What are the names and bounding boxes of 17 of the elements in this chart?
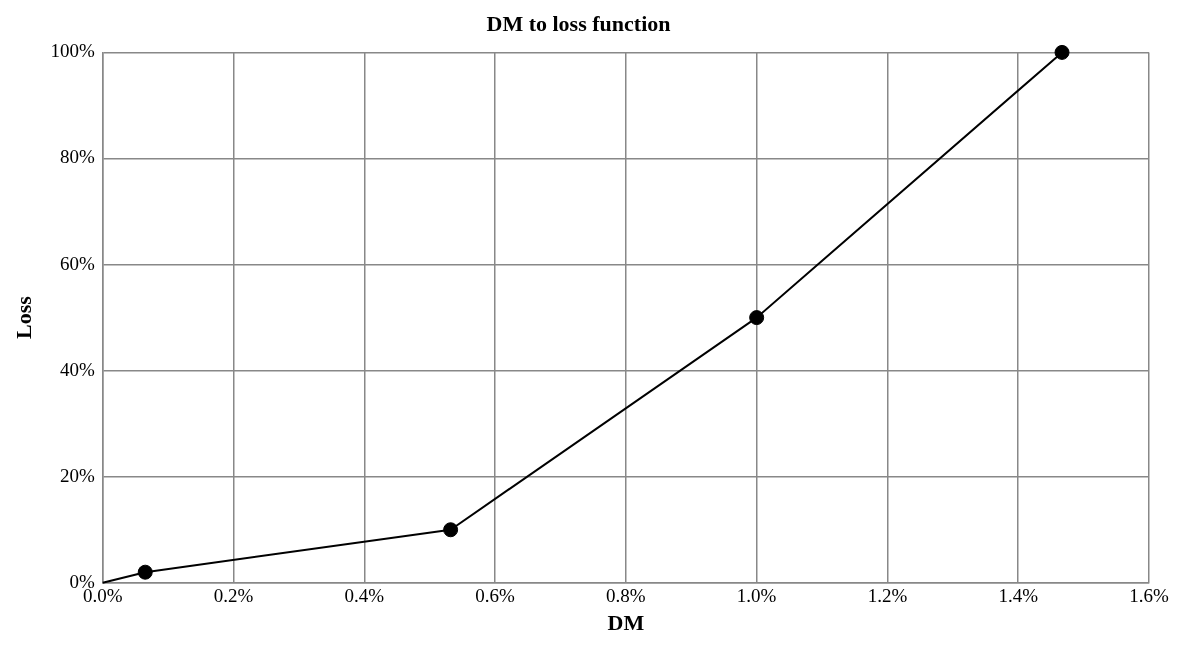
y-tick-label: 60% (59, 252, 95, 274)
y-tick-label: 40% (59, 358, 95, 380)
x-tick-label: 1.0% (736, 585, 777, 607)
x-tick-label: 1.6% (1129, 585, 1169, 607)
y-axis-title: Loss (10, 295, 36, 339)
y-tick-label: 100% (50, 40, 95, 62)
point (1054, 44, 1070, 60)
y-tick-label: 80% (59, 146, 95, 168)
x-tick-label: 1.4% (998, 585, 1039, 607)
x-tick-label: 0.6% (475, 585, 516, 607)
chart-title: DM to loss function (486, 10, 671, 36)
x-tick-label: 1.2% (867, 585, 908, 607)
x-tick-label: 0.2% (213, 585, 254, 607)
y-tick-label: 20% (59, 464, 95, 486)
x-axis-title: DM (607, 610, 645, 636)
x-tick-label: 0.8% (606, 585, 646, 607)
x-tick-label: 0.4% (344, 585, 385, 607)
